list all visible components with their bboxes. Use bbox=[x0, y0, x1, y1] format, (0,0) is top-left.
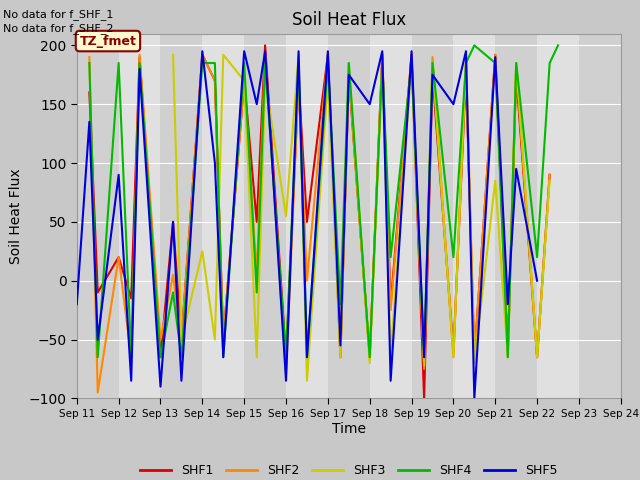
Bar bbox=[118, 34, 161, 398]
X-axis label: Time: Time bbox=[332, 421, 366, 435]
Title: Soil Heat Flux: Soil Heat Flux bbox=[292, 11, 406, 29]
Text: TZ_fmet: TZ_fmet bbox=[79, 35, 136, 48]
Legend: SHF1, SHF2, SHF3, SHF4, SHF5: SHF1, SHF2, SHF3, SHF4, SHF5 bbox=[134, 459, 563, 480]
Bar bbox=[244, 34, 286, 398]
Y-axis label: Soil Heat Flux: Soil Heat Flux bbox=[9, 168, 23, 264]
Bar bbox=[495, 34, 537, 398]
Bar bbox=[161, 34, 202, 398]
Text: No data for f_SHF_2: No data for f_SHF_2 bbox=[3, 23, 114, 34]
Bar bbox=[370, 34, 412, 398]
Bar bbox=[537, 34, 579, 398]
Bar bbox=[77, 34, 118, 398]
Bar bbox=[412, 34, 453, 398]
Bar bbox=[286, 34, 328, 398]
Bar bbox=[202, 34, 244, 398]
Text: No data for f_SHF_1: No data for f_SHF_1 bbox=[3, 9, 113, 20]
Bar bbox=[579, 34, 621, 398]
Bar bbox=[621, 34, 640, 398]
Bar bbox=[328, 34, 370, 398]
Bar bbox=[453, 34, 495, 398]
